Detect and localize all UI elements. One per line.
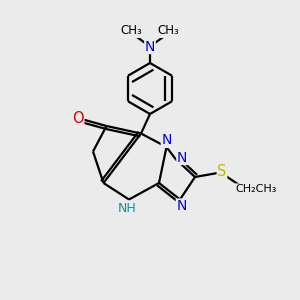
Text: CH₃: CH₃ bbox=[158, 24, 179, 38]
Text: N: N bbox=[161, 134, 172, 147]
Text: N: N bbox=[145, 40, 155, 53]
Text: S: S bbox=[217, 164, 227, 178]
Text: CH₂CH₃: CH₂CH₃ bbox=[235, 184, 276, 194]
Text: NH: NH bbox=[118, 202, 137, 215]
Text: CH₃: CH₃ bbox=[121, 24, 142, 38]
Text: O: O bbox=[72, 111, 84, 126]
Text: N: N bbox=[177, 151, 187, 164]
Text: N: N bbox=[176, 199, 187, 213]
